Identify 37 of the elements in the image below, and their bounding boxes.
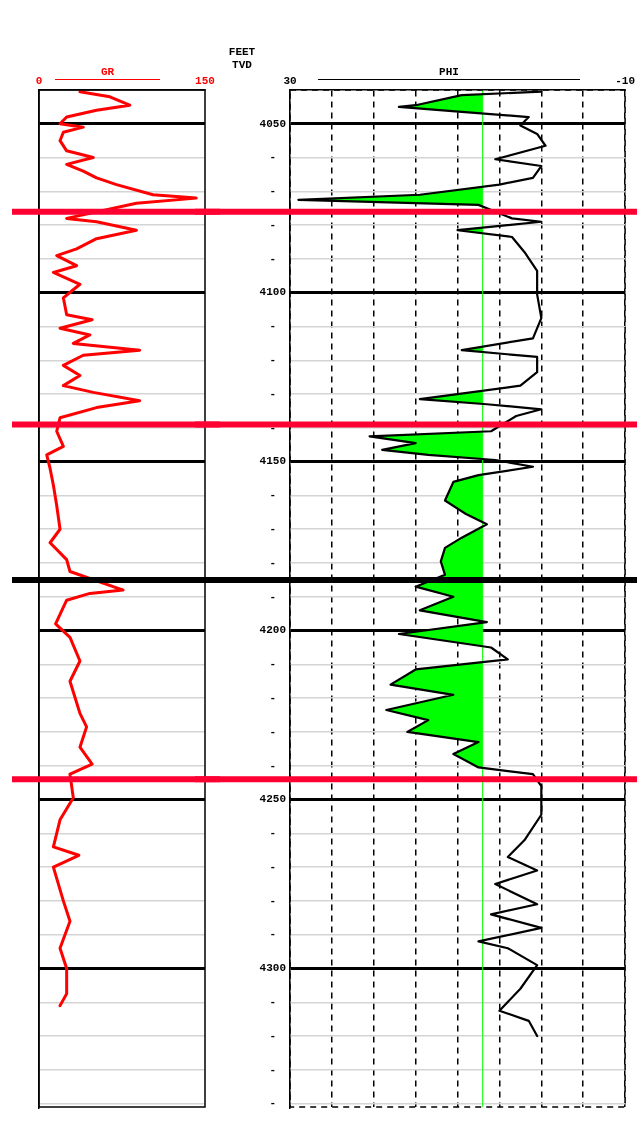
y-tick-label: - [269, 151, 277, 164]
y-tick-label: - [269, 320, 277, 333]
y-tick-label: - [269, 658, 277, 671]
y-tick-label: - [269, 421, 277, 434]
y-tick-label: - [269, 894, 277, 907]
y-tick-label: 4150 [259, 455, 286, 468]
y-tick-label: - [269, 827, 277, 840]
y-axis-title: FEET TVD [227, 46, 257, 72]
y-tick-label: - [269, 354, 277, 367]
y-tick-label: - [269, 996, 277, 1009]
y-tick-label: - [269, 928, 277, 941]
y-tick-label: - [269, 860, 277, 873]
x-tick-label: 150 [195, 75, 215, 88]
x-tick-label: -10 [615, 75, 635, 88]
y-tick-label: - [269, 590, 277, 603]
y-tick-label: - [269, 185, 277, 198]
y-tick-label: - [269, 387, 277, 400]
y-tick-label: 4050 [259, 117, 286, 130]
y-tick-label: - [269, 725, 277, 738]
y-tick-label: - [269, 489, 277, 502]
y-tick-label: 4250 [259, 793, 286, 806]
x-axis-title: PHI [318, 66, 580, 80]
y-tick-label: 4200 [259, 624, 286, 637]
y-tick-label: - [269, 252, 277, 265]
y-tick-label: - [269, 1097, 277, 1110]
y-tick-label: - [269, 523, 277, 535]
x-axis-title: GR [55, 66, 160, 80]
y-tick-label: - [269, 1063, 277, 1076]
y-tick-label: 4300 [259, 962, 286, 975]
x-tick-label: 30 [283, 75, 297, 88]
y-tick-label: 4100 [259, 286, 286, 299]
y-tick-label: - [269, 218, 277, 231]
y-tick-label: - [269, 556, 277, 569]
y-tick-label: - [269, 759, 277, 772]
y-tick-label: - [269, 1029, 277, 1042]
y-tick-label: - [269, 691, 277, 704]
x-tick-label: 0 [35, 75, 43, 88]
